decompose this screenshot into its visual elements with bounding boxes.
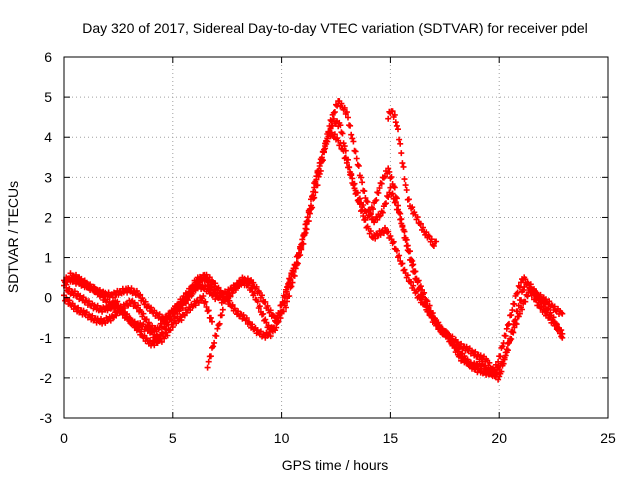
series-D bbox=[385, 108, 440, 249]
y-tick-label: -2 bbox=[40, 370, 53, 386]
x-tick-label: 10 bbox=[274, 430, 290, 446]
series-B bbox=[61, 115, 566, 378]
x-tick-label: 0 bbox=[60, 430, 68, 446]
grid-layer bbox=[64, 57, 608, 418]
x-tick-label: 15 bbox=[383, 430, 399, 446]
y-tick-label: 3 bbox=[44, 169, 52, 185]
series-E bbox=[204, 306, 226, 371]
chart-title: Day 320 of 2017, Sidereal Day-to-day VTE… bbox=[82, 20, 588, 36]
x-tick-label: 20 bbox=[491, 430, 507, 446]
series-D-markers bbox=[385, 108, 440, 249]
y-axis-label: SDTVAR / TECUs bbox=[5, 181, 21, 293]
series-C bbox=[61, 98, 566, 378]
series-F-markers bbox=[63, 284, 215, 345]
series-F bbox=[63, 284, 215, 345]
y-tick-label: 0 bbox=[44, 290, 52, 306]
x-axis-label: GPS time / hours bbox=[282, 457, 389, 473]
series-A bbox=[61, 128, 566, 383]
data-points-layer bbox=[61, 98, 566, 383]
y-tick-label: 1 bbox=[44, 250, 52, 266]
plot-frame bbox=[63, 56, 609, 419]
tick-labels-layer: 0 5 10 15 20 25 -3 -2 -1 0 1 2 3 4 5 6 bbox=[40, 49, 616, 446]
y-tick-label: 2 bbox=[44, 209, 52, 225]
y-tick-label: 4 bbox=[44, 129, 52, 145]
y-tick-label: -1 bbox=[40, 330, 53, 346]
y-tick-label: 5 bbox=[44, 89, 52, 105]
x-tick-label: 5 bbox=[169, 430, 177, 446]
series-E-markers bbox=[204, 306, 226, 371]
series-A-markers bbox=[61, 128, 566, 383]
y-tick-label: -3 bbox=[40, 410, 53, 426]
x-tick-label: 25 bbox=[600, 430, 616, 446]
ticks-layer bbox=[63, 56, 609, 419]
series-B-markers bbox=[61, 115, 566, 378]
series-C-markers bbox=[61, 98, 566, 378]
y-tick-label: 6 bbox=[44, 49, 52, 65]
